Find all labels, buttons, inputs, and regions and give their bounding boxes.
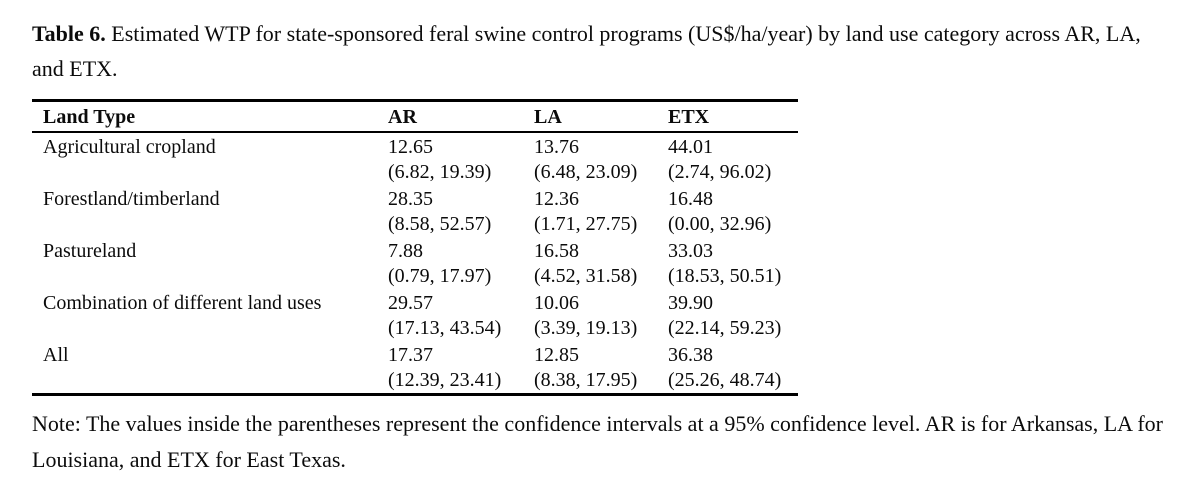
la-cell: 13.76 (6.48, 23.09) [534, 132, 668, 185]
wtp-ci: (2.74, 96.02) [668, 161, 772, 183]
table-header-row: Land Type AR LA ETX [32, 100, 798, 133]
wtp-table: Land Type AR LA ETX Agricultural croplan… [32, 99, 798, 396]
col-header-etx: ETX [668, 100, 798, 133]
wtp-mean: 10.06 [534, 292, 579, 314]
wtp-ci: (6.82, 19.39) [388, 161, 492, 183]
wtp-mean: 7.88 [388, 240, 423, 262]
page: Table 6. Estimated WTP for state-sponsor… [32, 16, 1174, 472]
wtp-ci: (3.39, 19.13) [534, 317, 638, 339]
col-header-land-type: Land Type [32, 100, 388, 133]
table-note: Note: The values inside the parentheses … [32, 411, 1163, 472]
etx-cell: 36.38 (25.26, 48.74) [668, 341, 798, 395]
wtp-mean: 36.38 [668, 344, 713, 366]
wtp-ci: (0.00, 32.96) [668, 213, 772, 235]
land-type-cell: Forestland/timberland [43, 188, 220, 210]
wtp-mean: 44.01 [668, 136, 713, 158]
ar-cell: 17.37 (12.39, 23.41) [388, 341, 534, 395]
table-caption-label: Table 6. [32, 21, 106, 46]
ar-cell: 28.35 (8.58, 52.57) [388, 185, 534, 237]
table-row: Combination of different land uses 29.57… [32, 289, 798, 341]
wtp-mean: 28.35 [388, 188, 433, 210]
wtp-mean: 29.57 [388, 292, 433, 314]
etx-cell: 33.03 (18.53, 50.51) [668, 237, 798, 289]
table-row: Agricultural cropland 12.65 (6.82, 19.39… [32, 132, 798, 185]
wtp-ci: (25.26, 48.74) [668, 369, 782, 391]
ar-cell: 29.57 (17.13, 43.54) [388, 289, 534, 341]
land-type-cell: Agricultural cropland [43, 136, 216, 158]
la-cell: 12.36 (1.71, 27.75) [534, 185, 668, 237]
table-row: Forestland/timberland 28.35 (8.58, 52.57… [32, 185, 798, 237]
land-type-cell: All [43, 344, 69, 366]
la-cell: 16.58 (4.52, 31.58) [534, 237, 668, 289]
wtp-mean: 12.36 [534, 188, 579, 210]
table-caption: Table 6. Estimated WTP for state-sponsor… [32, 16, 1174, 86]
wtp-mean: 13.76 [534, 136, 579, 158]
land-type-cell: Combination of different land uses [43, 292, 322, 314]
land-type-cell: Pastureland [43, 240, 137, 262]
wtp-ci: (18.53, 50.51) [668, 265, 782, 287]
table-row: Pastureland 7.88 (0.79, 17.97) 16.58 (4.… [32, 237, 798, 289]
ar-cell: 7.88 (0.79, 17.97) [388, 237, 534, 289]
col-header-la: LA [534, 100, 668, 133]
wtp-ci: (8.38, 17.95) [534, 369, 638, 391]
table-caption-text: Estimated WTP for state-sponsored feral … [32, 21, 1141, 81]
wtp-mean: 12.65 [388, 136, 433, 158]
wtp-ci: (22.14, 59.23) [668, 317, 782, 339]
col-header-ar: AR [388, 100, 534, 133]
la-cell: 12.85 (8.38, 17.95) [534, 341, 668, 395]
la-cell: 10.06 (3.39, 19.13) [534, 289, 668, 341]
wtp-mean: 12.85 [534, 344, 579, 366]
ar-cell: 12.65 (6.82, 19.39) [388, 132, 534, 185]
wtp-ci: (1.71, 27.75) [534, 213, 638, 235]
table-row: All 17.37 (12.39, 23.41) 12.85 (8.38, 17… [32, 341, 798, 395]
wtp-ci: (4.52, 31.58) [534, 265, 638, 287]
etx-cell: 16.48 (0.00, 32.96) [668, 185, 798, 237]
wtp-ci: (6.48, 23.09) [534, 161, 638, 183]
etx-cell: 44.01 (2.74, 96.02) [668, 132, 798, 185]
wtp-ci: (8.58, 52.57) [388, 213, 492, 235]
wtp-ci: (12.39, 23.41) [388, 369, 502, 391]
etx-cell: 39.90 (22.14, 59.23) [668, 289, 798, 341]
wtp-ci: (0.79, 17.97) [388, 265, 492, 287]
wtp-mean: 33.03 [668, 240, 713, 262]
wtp-mean: 16.58 [534, 240, 579, 262]
wtp-mean: 17.37 [388, 344, 433, 366]
wtp-mean: 16.48 [668, 188, 713, 210]
wtp-ci: (17.13, 43.54) [388, 317, 502, 339]
wtp-mean: 39.90 [668, 292, 713, 314]
